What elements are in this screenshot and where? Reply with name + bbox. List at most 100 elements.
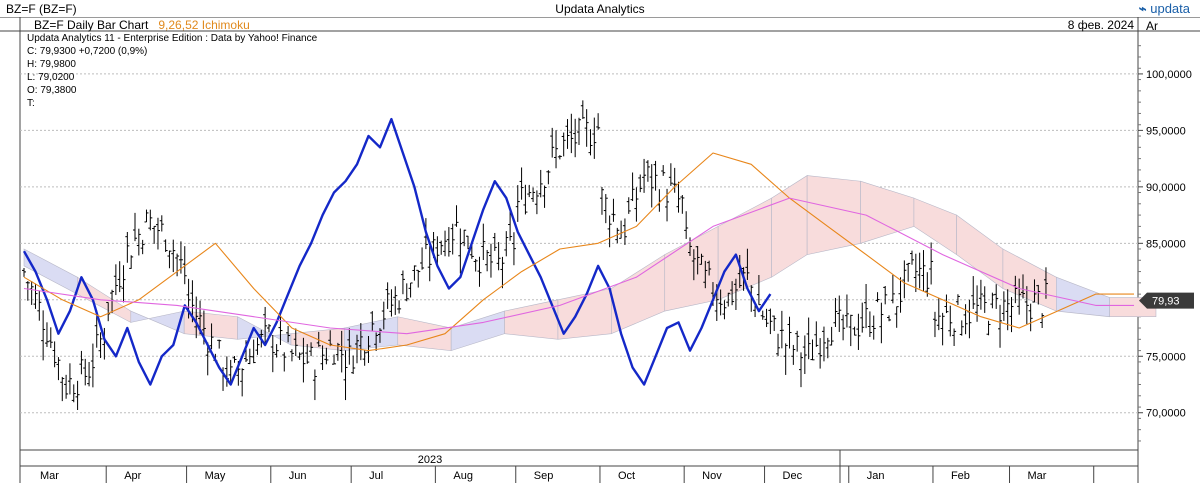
ohlc-bar xyxy=(328,330,333,347)
ohlc-bar xyxy=(745,248,750,280)
ohlc-bar xyxy=(52,341,57,368)
ohlc-bar xyxy=(175,253,180,277)
ohlc-bar xyxy=(297,352,302,360)
ohlc-bar xyxy=(906,262,911,282)
ohlc-bar xyxy=(699,253,704,265)
ohlc-bar xyxy=(630,172,635,202)
ohlc-bar xyxy=(668,163,673,186)
ohlc-bar xyxy=(580,100,585,119)
ohlc-bar xyxy=(806,317,811,360)
ohlc-bar xyxy=(29,281,34,305)
ohlc-bar xyxy=(370,311,375,332)
x-tick-label: Jan xyxy=(867,470,885,482)
ohlc-bar xyxy=(910,250,914,265)
ohlc-bar xyxy=(638,174,643,193)
ohlc-bar xyxy=(542,185,547,208)
ohlc-bar xyxy=(251,339,256,364)
ohlc-bar xyxy=(818,338,823,369)
ohlc-bar xyxy=(282,352,287,372)
x-tick-label: Dec xyxy=(783,470,803,482)
ohlc-bar xyxy=(133,212,137,242)
ohlc-bar xyxy=(439,240,444,255)
ohlc-bar xyxy=(554,130,559,169)
ohlc-bar xyxy=(163,239,168,252)
ohlc-bar xyxy=(955,294,960,305)
x-tick-label: Sep xyxy=(534,470,554,482)
ohlc-bar xyxy=(332,354,337,365)
indicator-label: 9,26,52 Ichimoku xyxy=(158,18,250,32)
price-chart[interactable]: 70,000075,000080,000085,000090,000095,00… xyxy=(0,17,1200,483)
ohlc-bar xyxy=(87,362,92,387)
ohlc-info: Updata Analytics 11 - Enterprise Edition… xyxy=(27,32,317,110)
ohlc-bar xyxy=(787,316,792,349)
ohlc-bar xyxy=(864,284,869,329)
ohlc-bar xyxy=(113,264,118,296)
ohlc-bar xyxy=(477,256,482,287)
ohlc-bar xyxy=(389,289,394,317)
ohlc-bar xyxy=(301,337,306,383)
ohlc-bar xyxy=(462,229,467,247)
ohlc-bar xyxy=(707,260,712,276)
ohlc-bar xyxy=(875,292,880,303)
ohlc-bar xyxy=(255,337,260,355)
ohlc-bar xyxy=(400,270,405,295)
ohlc-bar xyxy=(67,363,72,395)
ohlc-bar xyxy=(263,306,268,346)
ohlc-bar xyxy=(351,355,356,374)
ohlc-bar xyxy=(952,328,957,347)
x-tick-label: Mar xyxy=(40,470,59,482)
ohlc-bar xyxy=(768,308,773,335)
ohlc-bar xyxy=(642,158,647,193)
ohlc-bar xyxy=(688,237,692,257)
ohlc-bar xyxy=(898,277,903,313)
ohlc-bar xyxy=(680,195,685,214)
ohlc-bar xyxy=(286,326,291,343)
ohlc-bar xyxy=(944,294,949,314)
ohlc-bar xyxy=(802,335,807,375)
symbol-label: BZ=F (BZ=F) xyxy=(6,2,77,16)
high-readout: H: 79,9800 xyxy=(27,59,76,70)
updata-logo: ⌁ updata xyxy=(1138,1,1190,16)
ohlc-bar xyxy=(557,155,562,160)
ohlc-bar xyxy=(821,326,826,362)
ohlc-bar xyxy=(672,167,677,193)
ohlc-bar xyxy=(799,352,803,388)
ohlc-bar xyxy=(844,294,849,328)
ohlc-bar xyxy=(205,342,210,376)
ohlc-bar xyxy=(488,243,493,278)
ichimoku-cloud xyxy=(860,180,915,244)
ohlc-bar xyxy=(228,359,233,384)
ohlc-bar xyxy=(971,276,976,309)
open-readout: O: 79,3800 xyxy=(27,85,77,96)
ohlc-bar xyxy=(171,239,176,273)
ohlc-bar xyxy=(148,209,153,231)
ohlc-bar xyxy=(657,189,662,212)
ohlc-bar xyxy=(427,245,432,282)
ohlc-bar xyxy=(959,320,964,336)
ohlc-bar xyxy=(110,289,115,314)
ohlc-bar xyxy=(339,330,344,373)
ohlc-bar xyxy=(504,231,509,257)
ichimoku-cloud xyxy=(956,214,1004,290)
ohlc-bar xyxy=(584,109,589,147)
ohlc-bar xyxy=(756,274,761,306)
ohlc-bar xyxy=(990,292,995,309)
ohlc-bar xyxy=(266,324,271,333)
ohlc-bar xyxy=(994,284,999,309)
ohlc-bar xyxy=(523,184,528,215)
ohlc-bar xyxy=(921,250,926,292)
ohlc-bar xyxy=(726,292,731,307)
axis-unit-label: Ar xyxy=(1146,19,1158,33)
ohlc-bar xyxy=(182,246,187,285)
ohlc-bar xyxy=(500,256,505,289)
ohlc-bar xyxy=(776,333,781,357)
ohlc-bar xyxy=(917,252,922,289)
ohlc-bar xyxy=(167,250,172,269)
ohlc-bar xyxy=(519,167,524,200)
ohlc-bar xyxy=(929,242,934,285)
ohlc-bar xyxy=(856,313,861,350)
series-kijun-line xyxy=(23,197,1134,335)
ohlc-bar xyxy=(485,249,490,272)
ohlc-bar xyxy=(366,336,371,363)
chart-title: BZ=F Daily Bar Chart xyxy=(34,18,149,32)
